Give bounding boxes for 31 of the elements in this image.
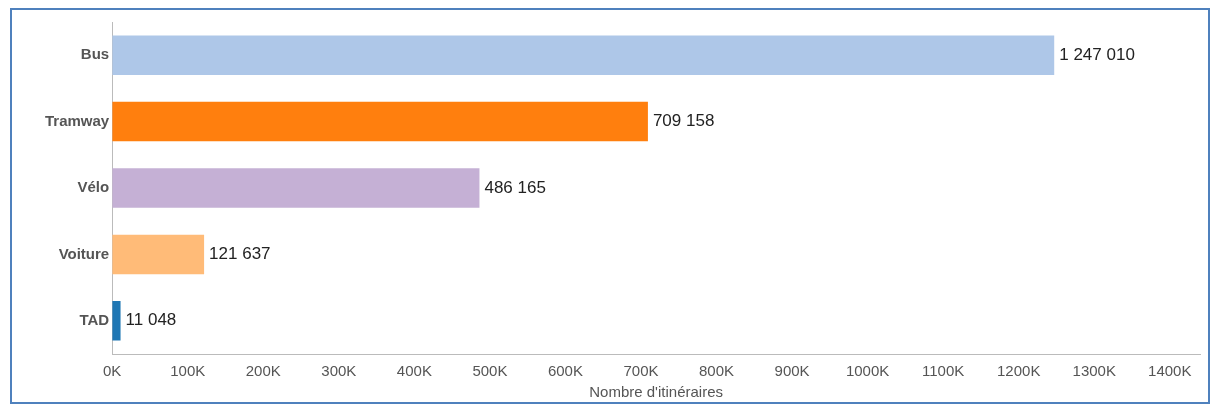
y-tick-label: Bus xyxy=(80,45,110,63)
data-label: 121 637 xyxy=(209,244,271,264)
x-tick-label: 1000K xyxy=(845,362,890,380)
x-tick-label: 800K xyxy=(699,362,735,380)
x-tick-label: 1300K xyxy=(1072,362,1116,380)
x-axis-title: Nombre d'itinéraires xyxy=(589,383,723,401)
x-tick-label: 300K xyxy=(321,362,357,380)
bar xyxy=(112,301,121,341)
data-label: 1 247 010 xyxy=(1059,44,1135,64)
bar xyxy=(112,35,1055,75)
x-tick-label: 0K xyxy=(103,362,122,380)
x-tick-label: 700K xyxy=(623,362,659,380)
x-tick-label: 1400K xyxy=(1148,362,1192,380)
x-tick-label: 1100K xyxy=(922,362,965,380)
data-label: 709 158 xyxy=(652,111,715,131)
data-label: 486 165 xyxy=(484,177,546,197)
y-tick-label: Vélo xyxy=(77,178,110,196)
y-tick-label: Voiture xyxy=(58,244,110,262)
x-tick-label: 100K xyxy=(170,362,206,380)
x-tick-label: 200K xyxy=(245,362,281,380)
x-tick-label: 1200K xyxy=(997,362,1041,380)
y-tick-label: Tramway xyxy=(44,111,110,129)
bar xyxy=(112,168,480,208)
x-tick-label: 900K xyxy=(774,362,810,380)
x-tick-label: 400K xyxy=(396,362,432,380)
data-label: 11 048 xyxy=(125,310,177,330)
x-tick-label: 600K xyxy=(547,362,583,380)
y-tick-label: TAD xyxy=(79,310,110,328)
bar xyxy=(112,234,205,275)
bar xyxy=(112,101,648,142)
x-tick-label: 500K xyxy=(472,362,508,380)
